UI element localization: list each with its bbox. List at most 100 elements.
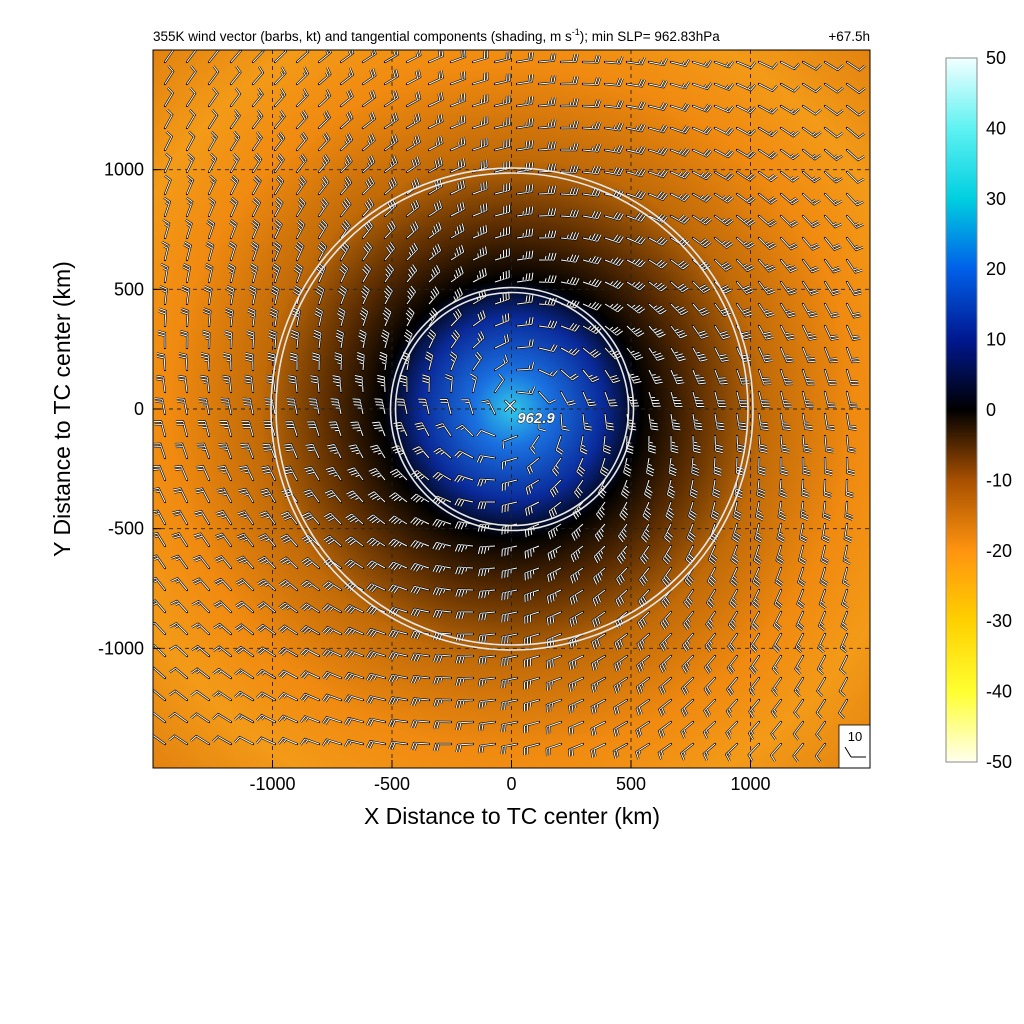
wind-barb	[569, 588, 585, 606]
wind-barb	[713, 214, 734, 226]
wind-barb	[713, 368, 728, 386]
wind-barb	[199, 374, 211, 394]
wind-barb	[500, 742, 519, 755]
wind-barb	[845, 456, 855, 476]
wind-barb	[798, 522, 808, 544]
wind-barb	[545, 676, 563, 691]
wind-barb	[603, 302, 624, 313]
wind-barb	[779, 258, 798, 273]
wind-barb	[779, 148, 800, 160]
wind-barb	[635, 720, 651, 738]
wind-barb	[405, 156, 421, 174]
wind-barb	[321, 648, 343, 658]
wind-barb	[405, 263, 418, 284]
wind-barb	[426, 328, 437, 350]
wind-barb	[388, 696, 409, 706]
wind-barb	[273, 109, 286, 130]
wind-barb	[613, 676, 629, 694]
wind-barb	[757, 148, 778, 160]
wind-barb	[226, 285, 235, 306]
wind-barb	[529, 434, 541, 455]
wind-barb	[683, 588, 695, 609]
wind-barb	[432, 564, 453, 574]
wind-barb	[680, 720, 695, 739]
wind-barb	[449, 71, 467, 86]
wind-barb	[229, 87, 242, 108]
wind-barb	[822, 500, 831, 521]
wind-barb	[449, 223, 466, 240]
wind-barb	[228, 218, 238, 240]
wind-barb	[817, 632, 827, 654]
wind-barb	[523, 698, 541, 712]
wind-barb	[239, 465, 255, 482]
wind-barb	[255, 691, 277, 702]
wind-barb	[801, 104, 822, 116]
wind-barb	[283, 443, 299, 460]
wind-barb	[366, 513, 387, 526]
wind-barb	[255, 736, 277, 746]
wind-barb	[256, 646, 277, 658]
wind-barb	[345, 489, 365, 504]
wind-barb	[793, 676, 805, 697]
wind-barb	[537, 390, 557, 405]
wind-barb	[537, 320, 558, 330]
wind-barb	[546, 610, 563, 626]
wind-barb	[258, 510, 277, 526]
wind-barb	[756, 478, 766, 499]
wind-barb	[669, 346, 687, 362]
wind-barb	[493, 73, 512, 86]
wind-barb	[409, 539, 431, 550]
wind-barb	[256, 669, 277, 680]
wind-barb	[845, 280, 863, 296]
wind-barb	[250, 240, 260, 262]
wind-barb	[255, 714, 277, 724]
wind-barb	[575, 456, 586, 478]
wind-barb	[757, 60, 779, 70]
wind-barb	[755, 500, 764, 521]
wind-barb	[641, 500, 652, 522]
wind-barb	[247, 307, 257, 328]
wind-barb	[757, 346, 773, 363]
wind-barb	[317, 88, 332, 108]
wind-barb	[361, 111, 376, 130]
wind-barb	[647, 102, 669, 111]
wind-barb	[471, 267, 488, 284]
wind-barb	[839, 632, 849, 654]
wind-barb	[300, 602, 321, 614]
wind-barb	[493, 51, 512, 64]
wind-barb	[559, 231, 580, 241]
wind-barb	[317, 110, 331, 130]
wind-barb	[193, 510, 211, 526]
wind-barb	[658, 654, 673, 674]
wind-barb	[273, 218, 283, 240]
wind-barb	[493, 204, 511, 218]
wind-barb	[669, 147, 691, 157]
wind-barb	[229, 174, 239, 196]
wind-barb	[223, 352, 233, 372]
wind-barb	[680, 698, 695, 718]
wind-barb	[153, 689, 167, 702]
wind-barb	[501, 478, 519, 491]
wind-barb	[156, 352, 167, 372]
wind-barb	[735, 280, 754, 295]
wind-barb	[545, 654, 563, 669]
wind-barb	[405, 69, 422, 86]
wind-barb	[735, 104, 757, 114]
wind-barb	[435, 422, 453, 438]
wind-barb	[735, 434, 746, 454]
wind-barb	[792, 720, 805, 741]
wind-barb	[410, 741, 431, 751]
wind-barb	[360, 284, 371, 306]
wind-barb	[690, 456, 700, 477]
wind-barb	[559, 187, 580, 196]
wind-barb	[449, 287, 464, 306]
wind-barb	[185, 50, 198, 64]
wind-barb	[409, 516, 431, 527]
wind-barb	[432, 609, 453, 619]
wind-barb	[461, 398, 475, 416]
wind-barb	[625, 168, 647, 178]
wind-barb	[843, 522, 853, 543]
wind-barb	[792, 742, 805, 763]
wind-barb	[725, 742, 739, 762]
wind-barb	[214, 532, 233, 548]
